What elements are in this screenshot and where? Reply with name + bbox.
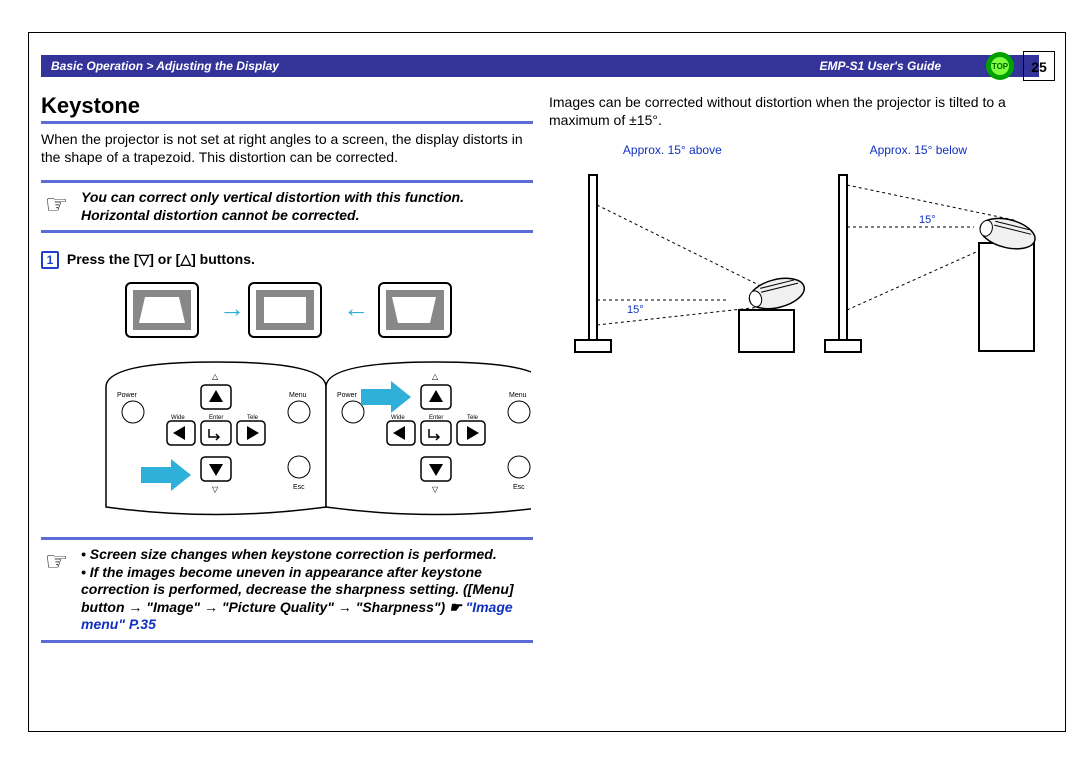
svg-text:△: △ [212,372,219,381]
keystone-diagram: → ← Power [41,277,531,527]
step-number-1: 1 [41,251,59,269]
svg-text:←: ← [343,293,369,323]
svg-text:Menu: Menu [289,392,307,399]
hand-icon: ☞ [45,546,68,577]
top-badge[interactable]: TOP [985,51,1015,81]
svg-text:Esc: Esc [513,484,525,491]
intro-text: When the projector is not set at right a… [41,130,533,166]
svg-text:Enter: Enter [429,415,443,421]
caption-above: Approx. 15° above [623,143,722,157]
header-bar: Basic Operation > Adjusting the Display … [41,55,1039,77]
svg-text:△: △ [432,372,439,381]
left-column: Keystone When the projector is not set a… [41,93,533,661]
step-1-label: Press the [▽] or [△] buttons. [67,251,255,267]
svg-text:15°: 15° [919,214,936,226]
page-frame: Basic Operation > Adjusting the Display … [28,32,1066,732]
tilt-diagram: 15° 15° [549,165,1039,385]
page-number: 25 [1023,51,1055,81]
svg-text:Tele: Tele [467,415,479,421]
pointer-icon: ☛ [449,599,462,615]
svg-text:→: → [219,293,245,323]
tip2-bullet1: Screen size changes when keystone correc… [90,546,497,562]
guide-title: EMP-S1 User's Guide [819,55,941,77]
right-intro: Images can be corrected without distorti… [549,93,1041,129]
breadcrumb: Basic Operation > Adjusting the Display [51,59,279,73]
svg-text:▽: ▽ [212,485,219,494]
tip2-text: • Screen size changes when keystone corr… [81,546,533,634]
top-badge-text: TOP [992,62,1009,71]
keystone-svg: → ← Power [41,277,531,527]
tip-box-2: ☞ • Screen size changes when keystone co… [41,537,533,643]
captions-row: Approx. 15° above Approx. 15° below [549,143,1041,157]
section-title: Keystone [41,93,533,124]
svg-text:Menu: Menu [509,392,527,399]
hand-icon: ☞ [45,189,68,220]
svg-text:Enter: Enter [209,415,223,421]
svg-text:15°: 15° [627,304,644,316]
step-1: 1 Press the [▽] or [△] buttons. [41,251,533,269]
tip-box-1: ☞ You can correct only vertical distorti… [41,180,533,233]
svg-text:Wide: Wide [171,415,185,421]
svg-text:Power: Power [337,392,358,399]
svg-text:▽: ▽ [432,485,439,494]
tip1-text: You can correct only vertical distortion… [81,189,533,224]
svg-text:Power: Power [117,392,138,399]
right-column: Images can be corrected without distorti… [549,93,1041,385]
svg-text:Wide: Wide [391,415,405,421]
svg-text:Esc: Esc [293,484,305,491]
caption-below: Approx. 15° below [870,143,968,157]
svg-text:Tele: Tele [247,415,259,421]
